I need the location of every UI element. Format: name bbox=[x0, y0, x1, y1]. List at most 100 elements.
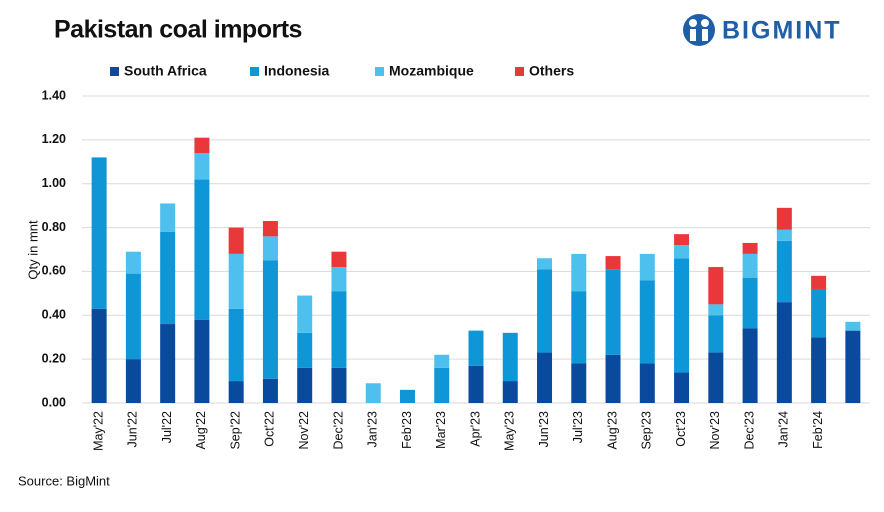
x-tick-label: Jun'22 bbox=[126, 411, 140, 447]
bar-segment bbox=[605, 269, 621, 355]
x-tick-label: Jan'24 bbox=[777, 411, 791, 447]
bar-segment bbox=[571, 363, 587, 403]
x-tick-label: May'22 bbox=[91, 411, 105, 451]
bar-segment bbox=[194, 179, 210, 320]
x-tick-label: Jul'22 bbox=[160, 411, 174, 443]
legend-swatch bbox=[375, 67, 384, 76]
source: Source: BigMint bbox=[18, 473, 110, 488]
x-tick-label: Jun'23 bbox=[537, 411, 551, 447]
y-tick-label: 0.00 bbox=[42, 395, 66, 409]
bar-segment bbox=[674, 258, 690, 373]
legend-label: Indonesia bbox=[264, 63, 330, 79]
bar-segment bbox=[537, 258, 553, 270]
bar-segment bbox=[331, 267, 347, 292]
bar-segment bbox=[331, 251, 347, 268]
x-tick-label: Aug'22 bbox=[194, 411, 208, 450]
bar-segment bbox=[742, 328, 758, 403]
bar-segment bbox=[468, 365, 484, 403]
y-tick-label: 1.20 bbox=[42, 132, 66, 146]
x-tick-label: Dec'22 bbox=[331, 411, 345, 450]
bar-segment bbox=[262, 260, 278, 379]
legend-swatch bbox=[515, 67, 524, 76]
bar-segment bbox=[776, 207, 792, 230]
bar-segment bbox=[194, 153, 210, 180]
bar-segment bbox=[537, 269, 553, 353]
bar-segment bbox=[228, 227, 244, 254]
x-tick-label: Nov'22 bbox=[297, 411, 311, 450]
bar-segment bbox=[160, 324, 176, 403]
bar-segment bbox=[845, 321, 861, 331]
bar-segment bbox=[571, 253, 587, 292]
x-tick-label: Apr'23 bbox=[468, 411, 482, 447]
bar-segment bbox=[674, 245, 690, 259]
bar-segment bbox=[228, 308, 244, 382]
bar-segment bbox=[160, 203, 176, 232]
x-tick-label: Mar'23 bbox=[434, 411, 448, 449]
bar-segment bbox=[742, 278, 758, 329]
bar-segment bbox=[125, 273, 141, 360]
y-tick-label: 0.40 bbox=[42, 308, 66, 322]
y-axis-label: Qty in mnt bbox=[25, 220, 40, 280]
bar-segment bbox=[297, 332, 313, 368]
x-tick-label: Oct'22 bbox=[263, 411, 277, 447]
legend-swatch bbox=[110, 67, 119, 76]
bar-segment bbox=[365, 383, 381, 403]
bar-segment bbox=[194, 319, 210, 403]
legend-label: Others bbox=[529, 63, 574, 79]
bar-segment bbox=[262, 236, 278, 261]
x-tick-label: Feb'23 bbox=[400, 411, 414, 449]
bar-segment bbox=[776, 229, 792, 241]
bar-segment bbox=[674, 234, 690, 246]
y-tick-label: 1.00 bbox=[42, 176, 66, 190]
y-tick-label: 1.40 bbox=[42, 88, 66, 102]
x-tick-label: Feb'24 bbox=[811, 411, 825, 449]
y-tick-label: 0.80 bbox=[42, 220, 66, 234]
logo-icon bbox=[683, 14, 715, 46]
bar-segment bbox=[399, 389, 415, 403]
bar-segment bbox=[742, 242, 758, 254]
x-tick-label: Jan'23 bbox=[366, 411, 380, 447]
bar-segment bbox=[262, 220, 278, 237]
bar-segment bbox=[228, 253, 244, 309]
bar-segment bbox=[776, 302, 792, 403]
bar-segment bbox=[811, 337, 827, 403]
legend-label: Mozambique bbox=[389, 63, 474, 79]
bar-segment bbox=[331, 291, 347, 368]
bar-segment bbox=[262, 378, 278, 403]
bar-segment bbox=[708, 352, 724, 403]
bar-segment bbox=[605, 354, 621, 403]
bar-segment bbox=[639, 280, 655, 364]
bar-segment bbox=[708, 267, 724, 305]
bar-segment bbox=[708, 304, 724, 316]
x-tick-label: Nov'23 bbox=[708, 411, 722, 450]
bar-segment bbox=[571, 291, 587, 364]
legend-label: South Africa bbox=[124, 63, 207, 79]
brand: BIGMINT bbox=[722, 17, 842, 45]
x-tick-label: Aug'23 bbox=[605, 411, 619, 450]
x-tick-label: Jul'23 bbox=[571, 411, 585, 443]
bar-segment bbox=[331, 367, 347, 403]
bar-segment bbox=[160, 231, 176, 325]
bar-segment bbox=[537, 352, 553, 403]
bar-segment bbox=[502, 381, 518, 403]
bar-segment bbox=[776, 240, 792, 303]
bar-segment bbox=[845, 330, 861, 403]
bar-segment bbox=[125, 251, 141, 274]
bar-segment bbox=[91, 308, 107, 403]
bar-segment bbox=[674, 372, 690, 403]
bar-segment bbox=[639, 253, 655, 281]
y-tick-label: 0.60 bbox=[42, 264, 66, 278]
legend-swatch bbox=[250, 67, 259, 76]
x-tick-label: Sep'22 bbox=[228, 411, 242, 450]
bar-segment bbox=[297, 295, 313, 333]
bar-segment bbox=[194, 137, 210, 154]
bar-segment bbox=[605, 256, 621, 270]
bar-segment bbox=[639, 363, 655, 403]
bar-segment bbox=[228, 381, 244, 403]
x-tick-label: Oct'23 bbox=[674, 411, 688, 447]
bar-segment bbox=[91, 157, 107, 309]
bar-segment bbox=[811, 275, 827, 289]
bar-segment bbox=[708, 315, 724, 353]
bar-segment bbox=[742, 253, 758, 279]
